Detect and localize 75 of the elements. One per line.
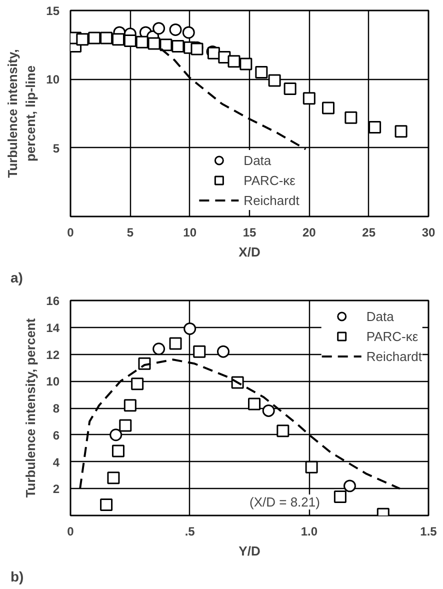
point [107, 472, 120, 484]
annotation: (X/D = 8.21) [250, 494, 320, 510]
y-axis-title: Turbulence intensity, percent, lip-line [5, 49, 38, 178]
legend-label: PARC-κε [244, 172, 296, 188]
x-tick-label: 15 [242, 226, 256, 240]
point [276, 424, 290, 438]
point [169, 23, 182, 36]
y-tick-label: 15 [46, 4, 60, 18]
point [193, 345, 206, 358]
point [124, 34, 136, 47]
point [255, 66, 268, 79]
point [124, 399, 136, 412]
point [148, 37, 160, 50]
x-tick-label: 25 [362, 226, 376, 240]
legend-label: Reichardt [366, 348, 422, 364]
point [172, 40, 184, 52]
point [182, 26, 195, 39]
point [119, 419, 132, 432]
point [302, 92, 316, 105]
point [394, 125, 408, 138]
y-tick-label: 8 [52, 402, 60, 416]
x-axis-title: Y/D [238, 544, 260, 558]
point [216, 345, 230, 358]
y-tick-label: 4 [52, 455, 60, 470]
x-tick-label: 10 [183, 226, 197, 240]
y-tick-label: 2 [52, 482, 60, 496]
point [131, 378, 144, 390]
point [100, 498, 113, 511]
point [152, 22, 166, 35]
point [112, 444, 124, 458]
point [368, 120, 382, 134]
point [100, 32, 113, 44]
legend-label: Data [244, 152, 272, 168]
y-tick-label: 16 [46, 294, 60, 308]
point [152, 342, 166, 356]
point [322, 102, 335, 114]
point [268, 74, 281, 87]
y-axis-title: Turbulence intensity, percent [23, 318, 38, 498]
point [248, 398, 261, 410]
x-tick-label: 1.0 [300, 524, 318, 538]
point [228, 55, 240, 68]
x-tick-label: 1.5 [420, 524, 438, 538]
y-tick-label: 12 [46, 348, 60, 362]
x-tick-label: 30 [422, 226, 436, 240]
y-tick-label: 10 [46, 374, 60, 389]
x-tick-label: 0 [67, 226, 74, 240]
text: b) [10, 568, 24, 584]
x-tick-label: 5 [126, 226, 134, 240]
point [112, 33, 124, 46]
point [110, 428, 122, 442]
point [343, 480, 356, 492]
point [262, 404, 275, 417]
point [284, 82, 296, 96]
x-tick-label: 20 [302, 226, 316, 240]
x-axis-title: X/D [238, 244, 260, 260]
x-tick-label: .5 [184, 524, 196, 538]
point [88, 32, 101, 44]
legend-label: Reichardt [244, 192, 300, 208]
point [169, 337, 182, 350]
text: a) [10, 270, 23, 286]
y-tick-label: 10 [46, 72, 60, 87]
y-tick-label: 14 [46, 320, 60, 335]
point [184, 322, 196, 335]
point [344, 111, 358, 124]
point [76, 33, 89, 46]
point [334, 490, 346, 503]
y-tick-label: 6 [52, 428, 60, 442]
point [240, 58, 252, 70]
point [136, 36, 148, 48]
point [305, 460, 318, 474]
legend-label: PARC-κε [366, 328, 418, 344]
legend-label: Data [366, 308, 394, 324]
point [160, 38, 172, 52]
x-tick-label: 0 [67, 524, 74, 538]
y-tick-label: 5 [52, 141, 60, 156]
